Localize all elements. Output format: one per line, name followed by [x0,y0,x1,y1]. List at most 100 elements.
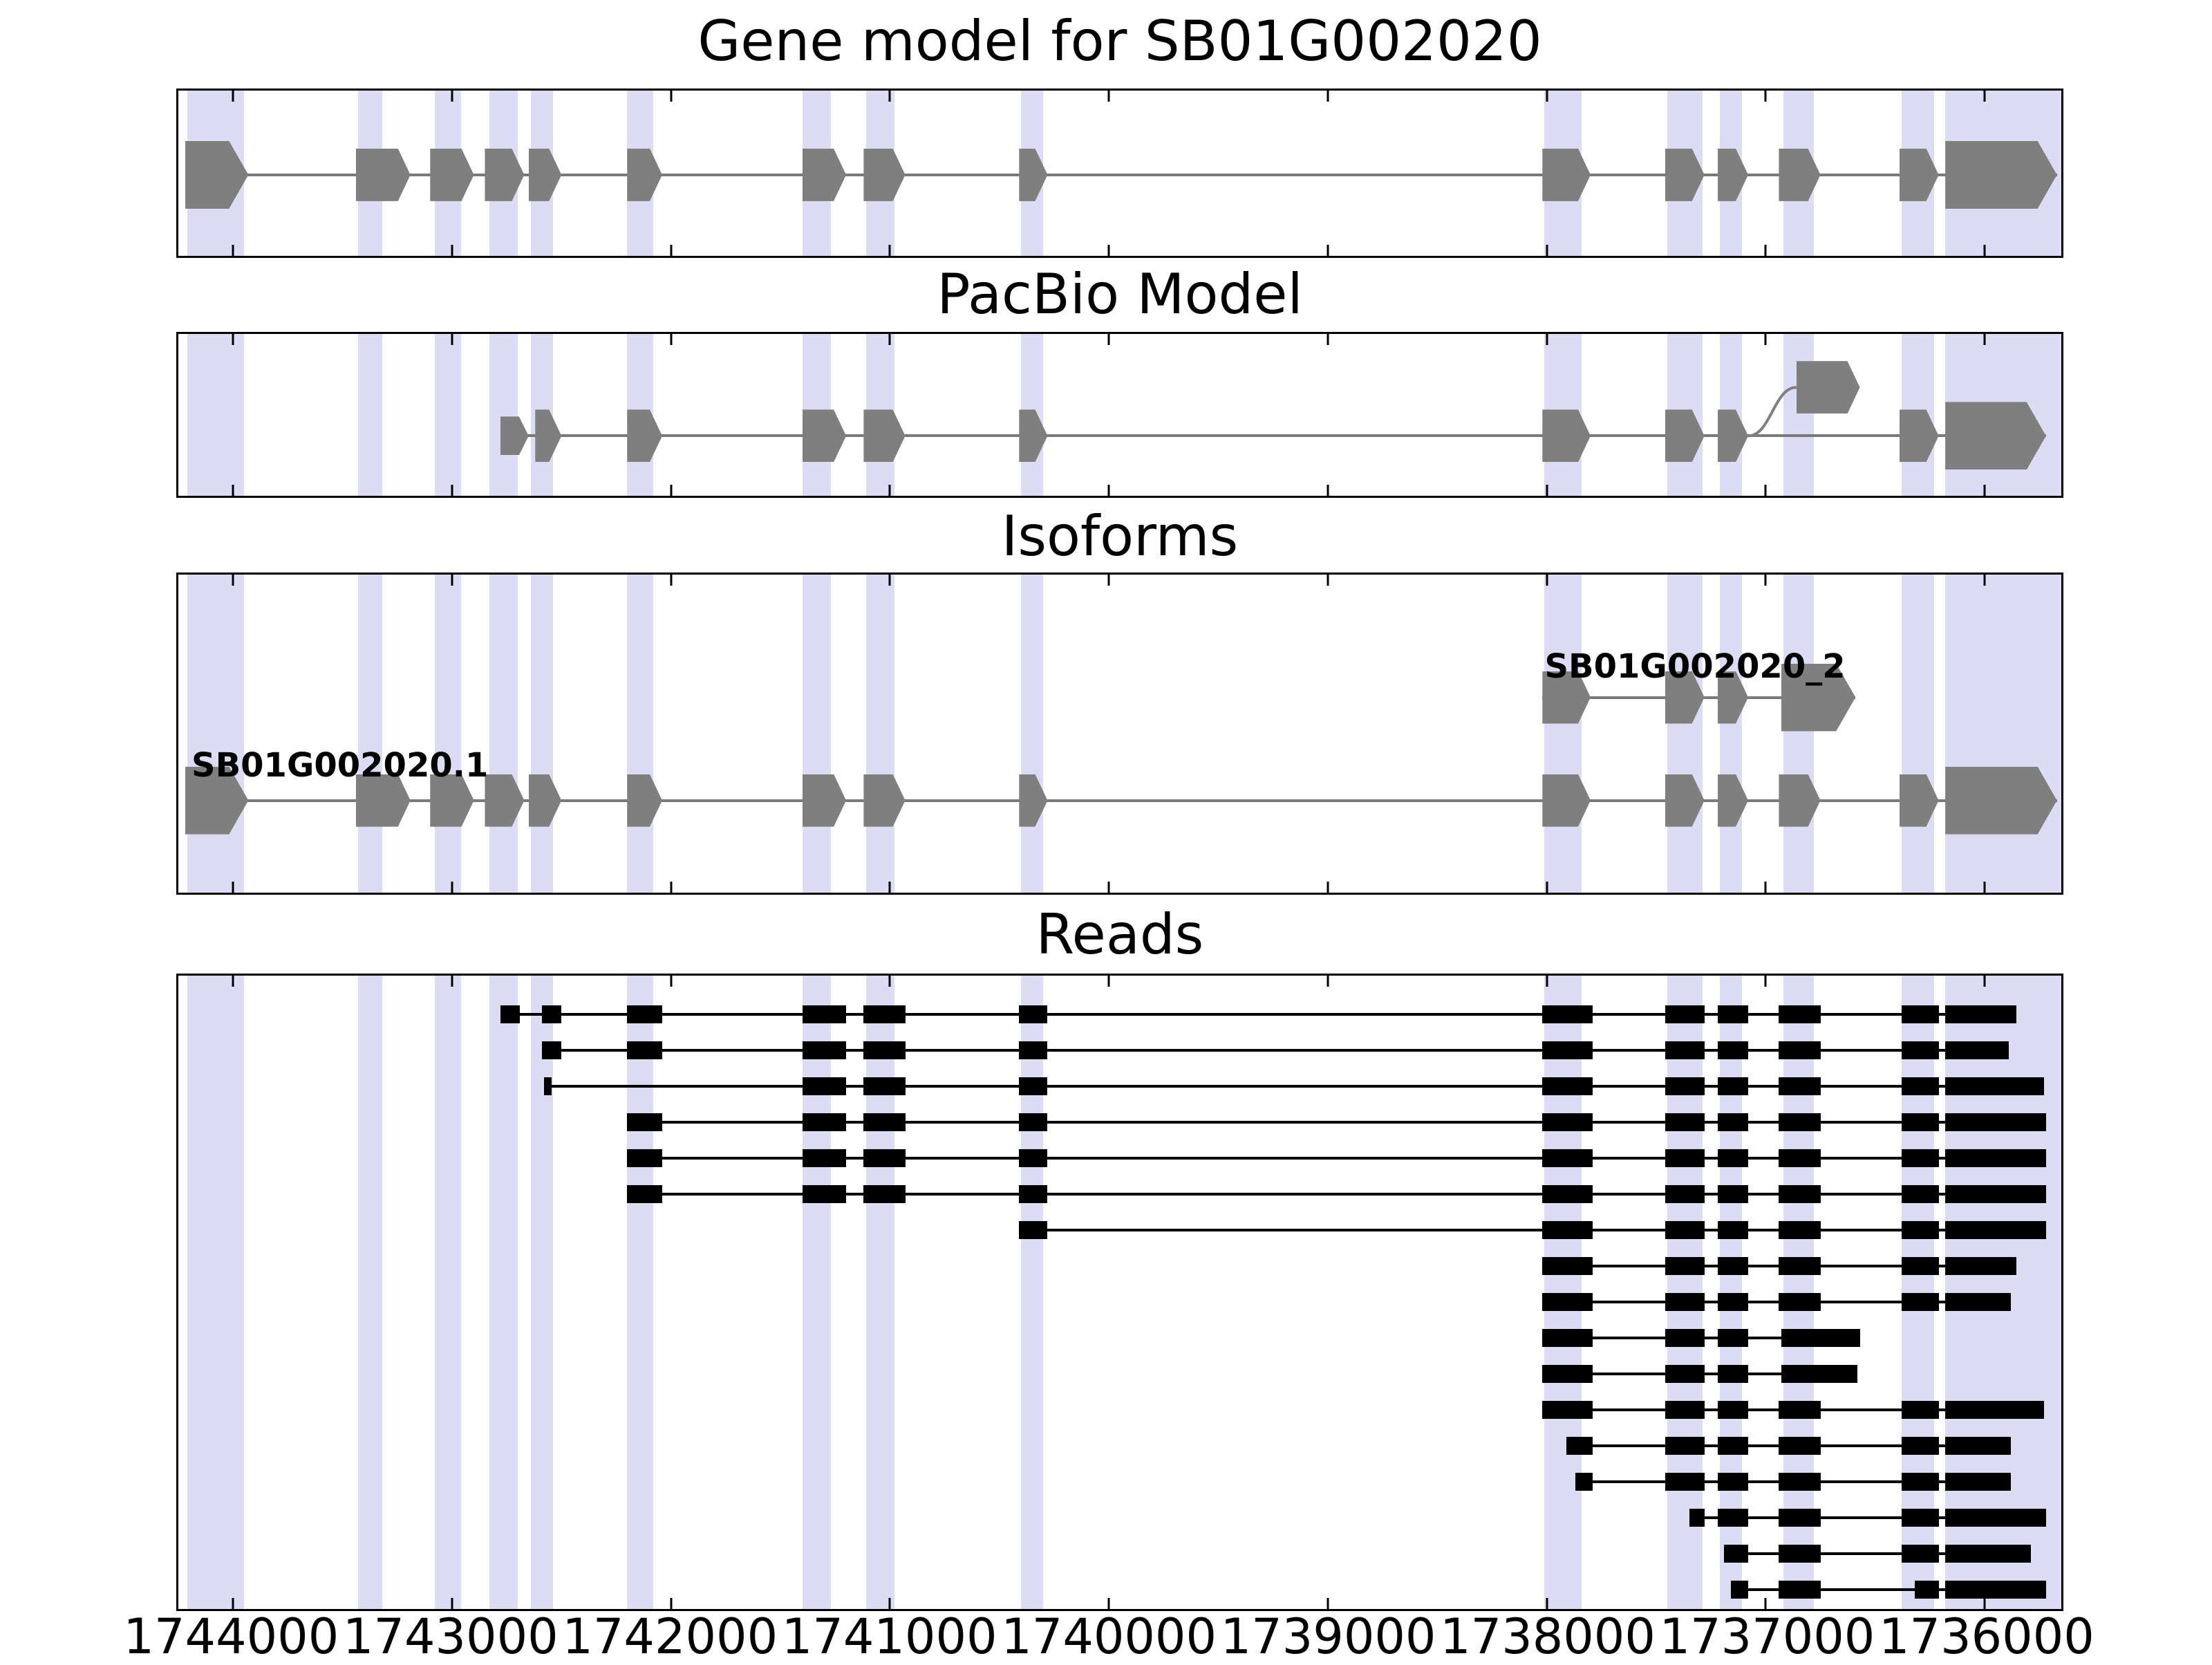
exon-highlight-band [434,575,461,893]
axis-tick [670,882,673,893]
read-block [1019,1149,1048,1167]
axis-tick [1764,334,1767,345]
read-block [1665,1401,1705,1419]
read-block [1779,1545,1821,1563]
axis-tick [888,91,891,102]
read-block [1779,1473,1821,1491]
axis-tick [1107,485,1110,496]
read-block [1665,1437,1705,1455]
read-block [1717,1221,1749,1239]
read-block [802,1041,847,1059]
axis-tick [1327,91,1329,102]
exon [1945,402,2046,469]
exon-highlight-band [187,575,244,893]
axis-tick [1764,1598,1767,1609]
read-line [543,1085,2044,1088]
read-block [1945,1077,2044,1095]
exon [863,774,905,827]
exon [529,774,562,827]
read-block [802,1149,847,1167]
read-block [1901,1185,1939,1203]
axis-tick [1546,575,1548,586]
read-block [1665,1473,1705,1491]
read-block [1019,1077,1048,1095]
exon [529,149,562,201]
isoforms-track: SB01G002020_2 SB01G002020.1 [176,573,2063,895]
read-block [863,1113,906,1131]
axis-tick [1327,245,1329,256]
exon-highlight-band [489,976,518,1609]
read-block [1945,1581,2046,1599]
read-block [1779,1077,1821,1095]
read-block [1901,1257,1939,1275]
axis-tick [1764,882,1767,893]
exon-highlight-band [1021,976,1044,1609]
axis-tick [1546,882,1548,893]
read-line [1019,1229,2046,1231]
axis-tick [1546,245,1548,256]
panel-title-pacbio: PacBio Model [937,262,1303,326]
read-block [1901,1545,1939,1563]
read-block [543,1077,552,1095]
read-line [1724,1552,2031,1555]
read-block [1665,1005,1705,1023]
read-block [1717,1041,1749,1059]
axis-tick [1107,334,1110,345]
exon-highlight-band [627,976,654,1609]
exon-highlight-band [489,334,518,496]
read-block [1542,1257,1593,1275]
intron-line [185,799,2057,802]
panel-title-reads: Reads [1035,902,1204,967]
axis-tick [1764,91,1767,102]
gene-model-track [176,89,2063,258]
read-block [627,1041,662,1059]
axis-tick [1983,485,1986,496]
exon-highlight-band [1719,575,1742,893]
read-line [627,1157,2046,1160]
exon-highlight-band [1783,334,1815,496]
read-block [1901,1077,1939,1095]
exon [1718,774,1748,827]
read-block [1542,1221,1593,1239]
read-block [1901,1221,1939,1239]
axis-tick-label: 1744000 [123,1608,339,1665]
read-block [1717,1329,1749,1347]
read-block [1665,1113,1705,1131]
raised-exon-connector [178,334,2061,496]
axis-tick [232,485,234,496]
read-block [1717,1257,1749,1275]
read-block [1779,1149,1821,1167]
exon-highlight-band [1901,575,1935,893]
read-block [1717,1185,1749,1203]
axis-tick [232,1598,234,1609]
read-block [863,1041,906,1059]
read-block [1901,1041,1939,1059]
read-block [500,1005,521,1023]
exon [1019,774,1047,827]
exon-highlight-band [187,976,244,1609]
read-block [1665,1329,1705,1347]
read-block [1779,1185,1821,1203]
read-block [1945,1185,2046,1203]
exon-highlight-band [1021,575,1044,893]
read-block [1779,1257,1821,1275]
axis-tick [1107,245,1110,256]
read-block [1779,1113,1821,1131]
read-block [1542,1113,1593,1131]
exon [1779,774,1820,827]
exon-highlight-band [865,575,894,893]
axis-tick [1327,485,1329,496]
intron-line [500,434,2046,438]
axis-tick [888,245,891,256]
exon [430,149,474,201]
read-block [1542,1329,1593,1347]
axis-tick [232,91,234,102]
read-block [1945,1293,2012,1311]
exon-highlight-band [1945,575,2061,893]
exon [356,774,411,827]
axis-tick [1983,245,1986,256]
read-line [500,1013,2017,1016]
axis-tick [1107,575,1110,586]
axis-tick [888,882,891,893]
exon-highlight-band [530,575,553,893]
